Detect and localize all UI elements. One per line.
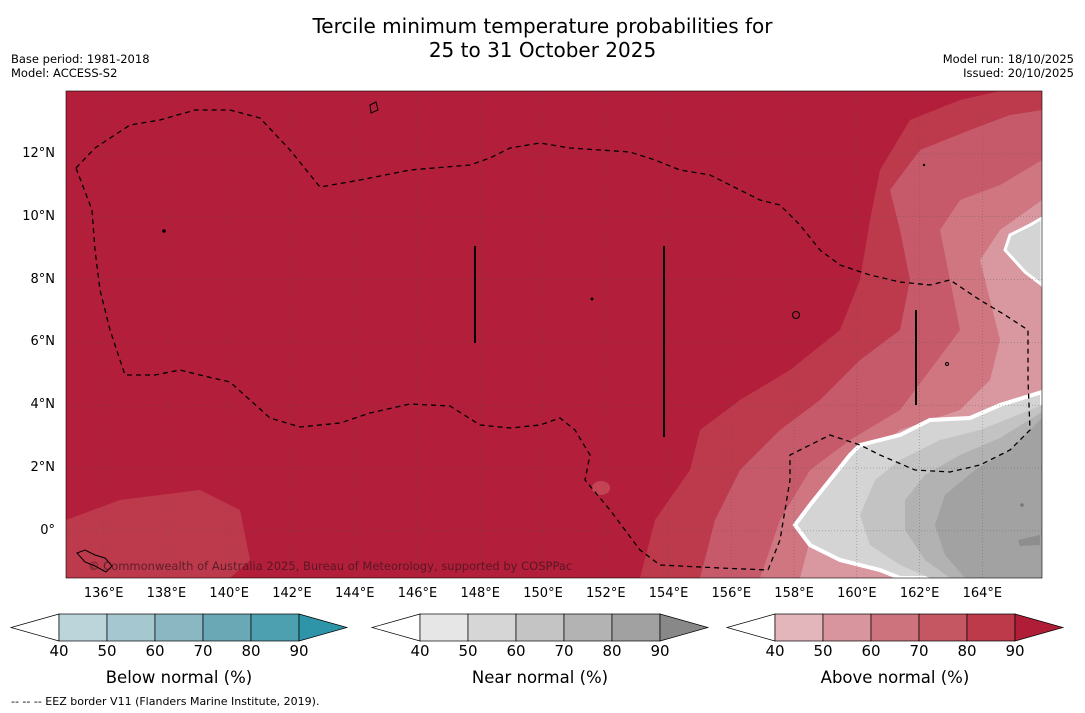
island-outline [792,311,800,319]
eez-border [75,109,1031,571]
lon-tick-label: 152°E [586,586,626,601]
lat-tick-label: 10°N [22,208,55,224]
lon-tick-label: 156°E [711,586,752,601]
colorbar-tick-label: 70 [193,642,213,660]
colorbar-max-extend [298,613,349,642]
above-80-patch [66,490,250,578]
colorbar-tick-label: 40 [49,642,69,660]
colorbar-min-extend [9,613,60,642]
lon-tick-label: 148°E [460,586,501,601]
colorbar-segment [870,613,920,642]
colorbar-tick-label: 70 [909,642,929,660]
colorbar-segment [515,613,565,642]
colorbar-tick-label: 50 [97,642,117,660]
near-normal-80-region [935,418,1042,578]
colorbar-segment [563,613,613,642]
model-name: Model: ACCESS-S2 [11,66,118,80]
colorbar-segment [822,613,872,642]
lon-tick-label: 138°E [146,586,187,601]
colorbar-segment [250,613,300,642]
colorbar-tick-label: 90 [650,642,670,660]
colorbar-tick-label: 50 [813,642,833,660]
lon-tick-label: 164°E [962,586,1003,601]
colorbars [9,613,1065,642]
lon-tick-label: 160°E [837,586,877,601]
lat-tick-label: 8°N [30,271,56,287]
map-frame [65,90,1043,579]
colorbar-tick-label: 70 [554,642,574,660]
eez-note: -- -- -- EEZ border V11 (Flanders Marine… [11,695,320,708]
colorbar-max-extend [659,613,710,642]
lon-tick-label: 154°E [648,586,689,601]
lon-tick-label: 162°E [899,586,940,601]
lon-tick-label: 142°E [272,586,312,601]
base-period: Base period: 1981-2018 [11,52,150,66]
island-outline [369,101,379,114]
near-normal-90-patch [1018,535,1040,546]
colorbar-tick-label: 60 [861,642,881,660]
lat-tick-label: 4°N [30,397,56,413]
island-dot [922,163,926,167]
model-run: Model run: 18/10/2025 [942,52,1074,66]
colorbar-tick-label: 80 [957,642,977,660]
colorbar-segment [419,613,469,642]
colorbar-tick-label: 60 [506,642,526,660]
colorbar-tick-label: 50 [458,642,478,660]
title-line-2: 25 to 31 October 2025 [428,38,657,62]
colorbar-segment [774,613,824,642]
meta-left: Base period: 1981-2018 Model: ACCESS-S2 [11,52,150,80]
colorbar-tick-label: 80 [602,642,622,660]
lon-tick-label: 140°E [209,586,249,601]
lat-tick-label: 12°N [22,145,55,161]
lon-tick-label: 146°E [397,586,438,601]
colorbar-label: Near normal (%) [471,668,609,687]
colorbar-min-extend [725,613,776,642]
copyright-notice: © Commonwealth of Australia 2025, Bureau… [88,559,573,573]
meta-right: Model run: 18/10/2025 Issued: 20/10/2025 [943,52,1074,80]
map-title: Tercile minimum temperature probabilitie… [0,14,1085,62]
lat-tick-label: 2°N [30,460,56,476]
map-area [66,91,1042,578]
colorbar-tick-label: 60 [145,642,165,660]
colorbar-segment [611,613,661,642]
colorbar-segment [154,613,204,642]
lon-tick-label: 144°E [334,586,375,601]
colorbar-segment [202,613,252,642]
colorbar-label: Above normal (%) [820,668,970,687]
colorbar-segment [58,613,108,642]
title-line-1: Tercile minimum temperature probabilitie… [312,14,773,38]
colorbar-tick-label: 40 [765,642,785,660]
island-dot [1020,503,1024,507]
map-gridlines [66,91,1042,578]
lon-tick-label: 158°E [774,586,814,601]
near-normal-region-north [1003,216,1042,287]
lon-tick-label: 150°E [523,586,563,601]
colorbar-max-extend [1014,613,1065,642]
above-80-small-patch [592,481,610,495]
lat-tick-label: 6°N [30,334,56,350]
lon-tick-label: 136°E [83,586,124,601]
colorbar-tick-label: 90 [1005,642,1025,660]
island-dot [162,229,166,233]
colorbar-segment [966,613,1016,642]
colorbar-min-extend [370,613,421,642]
issued-date: Issued: 20/10/2025 [963,66,1074,80]
colorbar-segment [918,613,968,642]
colorbar-segment [106,613,156,642]
island-dot [945,362,949,366]
colorbar-label: Below normal (%) [105,668,253,687]
colorbar-tick-label: 90 [289,642,309,660]
island-outline [76,549,113,573]
lat-tick-label: 0° [40,522,55,538]
island-dot [590,297,594,301]
colorbar-segment [467,613,517,642]
colorbar-tick-label: 80 [241,642,261,660]
colorbar-tick-label: 40 [410,642,430,660]
